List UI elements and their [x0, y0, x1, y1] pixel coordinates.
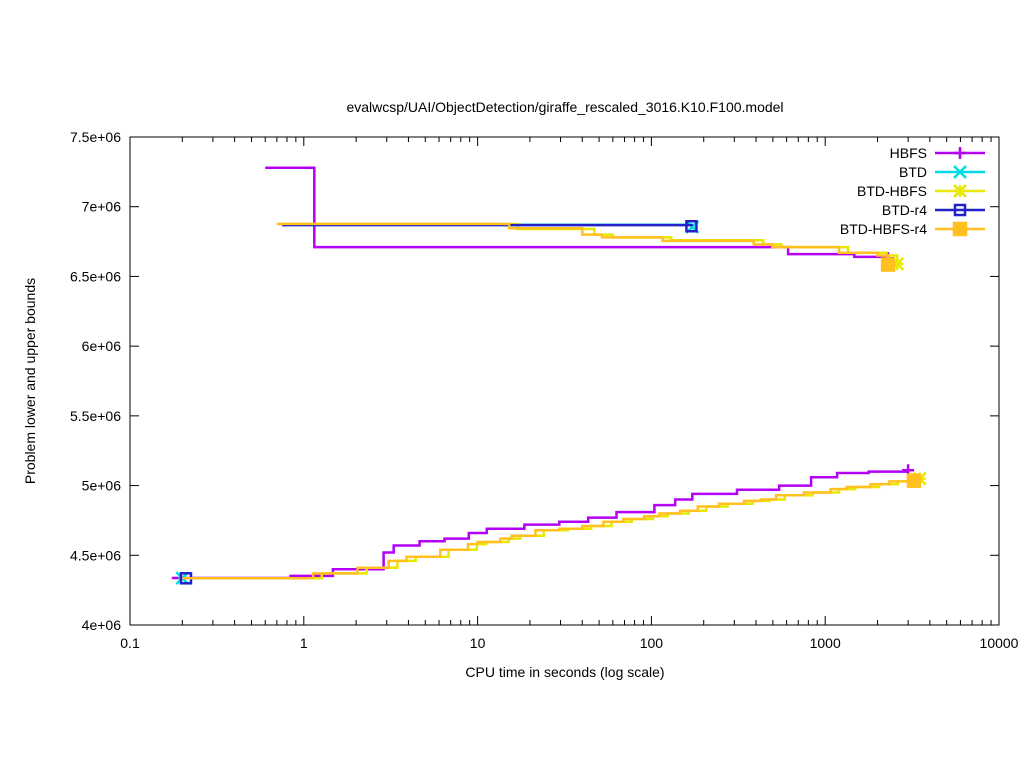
legend-label: HBFS: [890, 145, 927, 161]
legend-marker-icon: [953, 184, 967, 198]
legend-marker-icon: [954, 147, 966, 159]
y-tick-label: 6e+06: [82, 338, 122, 354]
y-tick-label: 4.5e+06: [70, 547, 121, 563]
btd-hbfs-upper-end-marker: [890, 256, 905, 271]
y-tick-label: 5e+06: [82, 478, 122, 494]
legend-entry: BTD-HBFS-r4: [840, 221, 985, 237]
hbfs-upper-bound-line: [265, 166, 890, 259]
y-axis-label: Problem lower and upper bounds: [22, 278, 38, 484]
legend-label: BTD: [899, 164, 927, 180]
y-tick-label: 4e+06: [82, 617, 122, 633]
legend-entry: BTD-HBFS: [857, 183, 985, 199]
legend-entry: BTD-r4: [882, 202, 985, 218]
legend-marker-icon: [952, 221, 968, 237]
y-tick-label: 5.5e+06: [70, 408, 121, 424]
btd-hbfs-r4-lower-bound-line: [182, 480, 916, 580]
legend-marker-icon: [953, 165, 967, 179]
chart-title: evalwcsp/UAI/ObjectDetection/giraffe_res…: [346, 99, 783, 115]
btd-hbfs-upper-bound-line: [276, 222, 899, 264]
x-tick-label: 1000: [810, 635, 841, 651]
x-tick-label: 0.1: [120, 635, 140, 651]
legend-label: BTD-r4: [882, 202, 927, 218]
y-tick-label: 7e+06: [82, 199, 122, 215]
x-tick-label: 10: [470, 635, 486, 651]
x-tick-label: 10000: [980, 635, 1019, 651]
btd-hbfs-r4-upper-end-marker: [880, 257, 896, 272]
series-btd-r4: [179, 219, 698, 585]
hbfs-lower-bound-line: [171, 470, 910, 580]
series-btd: [175, 220, 700, 586]
series-btd-hbfs-r4: [182, 222, 922, 580]
legend: HBFS BTD BTD-HBFS BTD-r4 BTD-HBFS-r4: [840, 145, 985, 237]
legend-entry: HBFS: [890, 145, 985, 161]
btd-r4-upper-bound-line: [282, 223, 693, 227]
x-tick-label: 100: [640, 635, 664, 651]
y-tick-label: 7.5e+06: [70, 129, 121, 145]
plot-border: [129, 136, 1000, 626]
legend-label: BTD-HBFS-r4: [840, 221, 927, 237]
legend-marker-icon: [953, 203, 967, 217]
x-tick-label: 1: [300, 635, 308, 651]
legend-label: BTD-HBFS: [857, 183, 927, 199]
legend-entry: BTD: [899, 164, 985, 180]
btd-r4-upper-end-marker: [685, 219, 698, 233]
y-tick-label: 6.5e+06: [70, 268, 121, 284]
x-axis-label: CPU time in seconds (log scale): [465, 664, 664, 680]
btd-hbfs-r4-lower-end-marker: [906, 473, 922, 488]
btd-hbfs-r4-upper-bound-line: [276, 222, 890, 265]
